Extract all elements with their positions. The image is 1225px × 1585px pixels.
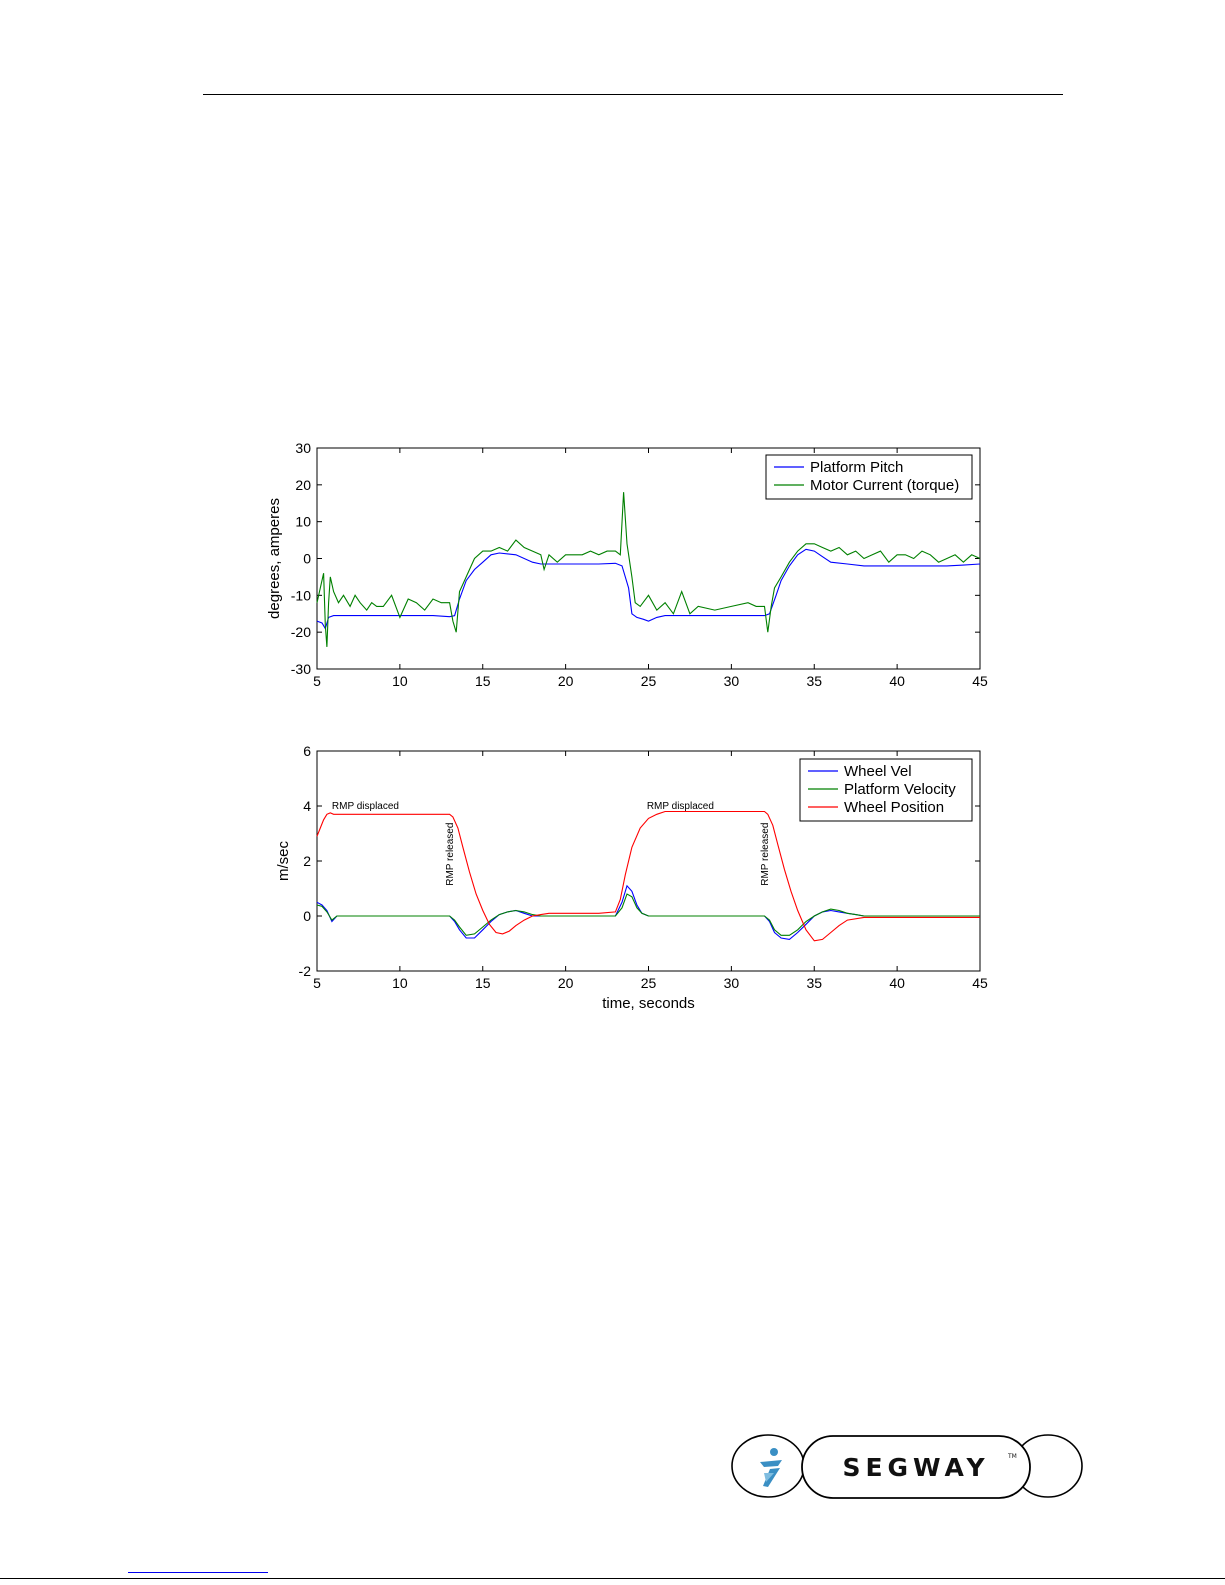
legend-label: Wheel Position: [844, 799, 944, 816]
y-tick-label: -20: [291, 624, 311, 640]
y-tick-label: 10: [295, 514, 311, 530]
x-tick-label: 25: [641, 975, 657, 991]
legend-label: Motor Current (torque): [810, 477, 959, 494]
y-tick-label: -30: [291, 661, 311, 677]
series-line-0: [316, 548, 981, 630]
legend-label: Platform Velocity: [844, 781, 956, 798]
x-tick-label: 30: [724, 673, 740, 689]
segway-wordmark: SEGWAY: [842, 1453, 989, 1482]
x-tick-label: 40: [889, 673, 905, 689]
x-tick-label: 35: [806, 673, 822, 689]
y-tick-label: 0: [303, 551, 311, 567]
y-axis-label: m/sec: [275, 841, 292, 882]
series-line-2: [316, 810, 980, 942]
y-tick-label: 30: [295, 440, 311, 456]
x-tick-label: 5: [313, 673, 321, 689]
header-rule: [203, 94, 1063, 95]
legend-label: Wheel Vel: [844, 763, 912, 780]
chart-annotation: RMP released: [445, 823, 456, 886]
y-tick-label: -10: [291, 587, 311, 603]
x-tick-label: 15: [475, 975, 491, 991]
footer-rule: [0, 1578, 1225, 1579]
segway-trademark: TM: [1007, 1453, 1017, 1460]
y-tick-label: 4: [303, 798, 311, 814]
footer-link-underline: [128, 1572, 268, 1573]
legend-label: Platform Pitch: [810, 459, 903, 476]
x-axis-label: time, seconds: [602, 995, 695, 1012]
y-tick-label: 20: [295, 477, 311, 493]
plot-area: [316, 447, 981, 670]
x-tick-label: 45: [972, 673, 988, 689]
x-tick-label: 15: [475, 673, 491, 689]
y-tick-label: 2: [303, 853, 311, 869]
x-tick-label: 10: [392, 975, 408, 991]
legend-box: [765, 454, 973, 500]
x-tick-label: 30: [724, 975, 740, 991]
x-tick-label: 25: [641, 673, 657, 689]
x-tick-label: 20: [558, 975, 574, 991]
segway-logo: SEGWAY TM: [731, 1434, 1083, 1499]
x-tick-label: 40: [889, 975, 905, 991]
x-tick-label: 10: [392, 673, 408, 689]
chart-annotation: RMP released: [760, 823, 771, 886]
y-axis-label: degrees, amperes: [266, 498, 283, 619]
series-line-0: [316, 884, 980, 940]
x-tick-label: 5: [313, 975, 321, 991]
x-tick-label: 20: [558, 673, 574, 689]
legend-box: [799, 758, 973, 822]
y-tick-label: 6: [303, 743, 311, 759]
y-tick-label: 0: [303, 908, 311, 924]
x-tick-label: 35: [806, 975, 822, 991]
series-line-1: [316, 492, 981, 647]
y-tick-label: -2: [299, 963, 312, 979]
series-line-1: [316, 893, 980, 936]
x-tick-label: 45: [972, 975, 988, 991]
segway-rider-icon: [760, 1448, 782, 1487]
plot-area: [316, 750, 981, 972]
chart-annotation: RMP displaced: [332, 801, 399, 812]
chart-annotation: RMP displaced: [647, 801, 714, 812]
